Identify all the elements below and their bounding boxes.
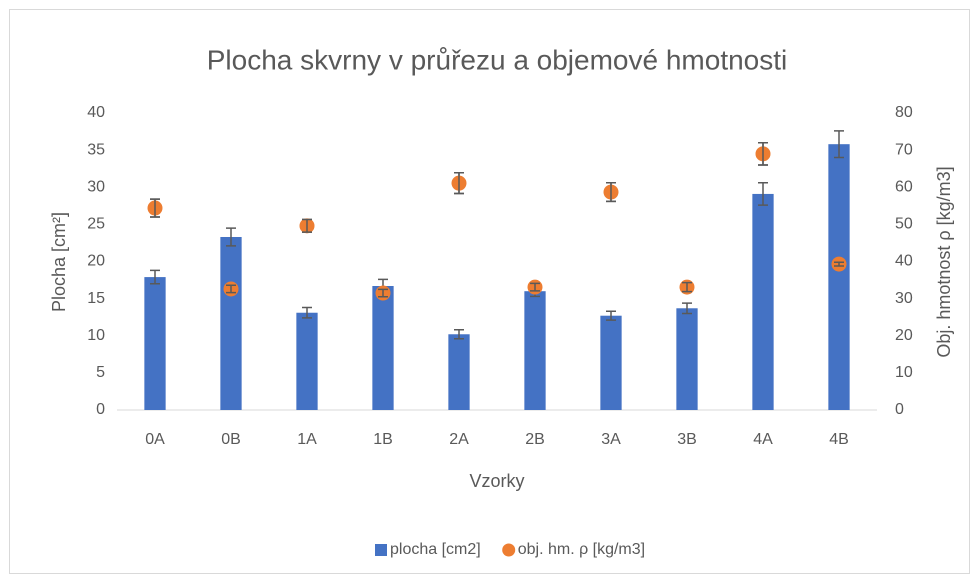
error-bar	[606, 310, 616, 321]
error-bar	[454, 172, 464, 195]
y-tick-label: 10	[87, 327, 105, 344]
y2-tick-label: 80	[895, 104, 913, 121]
error-bar	[226, 284, 236, 294]
y2-tick-label: 30	[895, 290, 913, 307]
bar	[676, 308, 698, 410]
chart-title: Plocha skvrny v průřezu a objemové hmotn…	[207, 44, 788, 75]
x-tick-label: 4B	[829, 431, 849, 448]
error-bar	[530, 282, 540, 292]
y-tick-label: 15	[87, 290, 105, 307]
y2-tick-label: 0	[895, 401, 904, 418]
bar	[600, 315, 622, 410]
chart-border	[9, 9, 970, 574]
x-tick-label: 4A	[753, 431, 773, 448]
y-tick-label: 25	[87, 216, 105, 233]
error-bar	[302, 218, 312, 233]
x-tick-label: 1B	[373, 431, 393, 448]
legend-swatch	[502, 543, 516, 557]
error-bar	[834, 261, 844, 267]
bar	[828, 144, 850, 410]
x-tick-label: 1A	[297, 431, 317, 448]
bar	[296, 312, 318, 410]
error-bar	[302, 306, 312, 319]
y-tick-label: 5	[96, 364, 105, 381]
y-tick-label: 0	[96, 401, 105, 418]
error-bar	[454, 329, 464, 340]
bar	[372, 286, 394, 410]
error-bar	[150, 269, 160, 285]
y2-axis-title: Obj. hmotnost ρ [kg/m3]	[934, 166, 954, 357]
x-tick-label: 0A	[145, 431, 165, 448]
x-tick-label: 3A	[601, 431, 621, 448]
error-bar	[682, 281, 692, 293]
legend-swatch	[375, 544, 387, 556]
error-bar	[606, 182, 616, 203]
y2-tick-label: 70	[895, 141, 913, 158]
y2-tick-label: 60	[895, 178, 913, 195]
bar	[524, 291, 546, 410]
error-bar	[682, 302, 692, 315]
y2-tick-label: 50	[895, 216, 913, 233]
bar	[144, 277, 166, 410]
y-tick-label: 35	[87, 141, 105, 158]
y2-tick-label: 10	[895, 364, 913, 381]
error-bar	[758, 182, 768, 206]
x-tick-label: 2A	[449, 431, 469, 448]
y-axis-title: Plocha [cm²]	[49, 212, 69, 312]
y-tick-label: 20	[87, 253, 105, 270]
x-tick-label: 3B	[677, 431, 697, 448]
y2-tick-label: 40	[895, 253, 913, 270]
y-tick-label: 30	[87, 178, 105, 195]
error-bar	[226, 227, 236, 247]
legend-label: plocha [cm2]	[390, 541, 481, 558]
bar	[220, 236, 242, 410]
error-bar	[758, 141, 768, 166]
y2-tick-label: 20	[895, 327, 913, 344]
error-bar	[150, 198, 160, 218]
bar	[448, 334, 470, 410]
x-tick-label: 2B	[525, 431, 545, 448]
error-bar	[834, 130, 844, 159]
bar	[752, 193, 774, 410]
x-tick-label: 0B	[221, 431, 241, 448]
x-axis-title: Vzorky	[469, 471, 524, 491]
y-tick-label: 40	[87, 104, 105, 121]
legend-label: obj. hm. ρ [kg/m3]	[518, 541, 645, 558]
error-bar	[378, 288, 388, 298]
